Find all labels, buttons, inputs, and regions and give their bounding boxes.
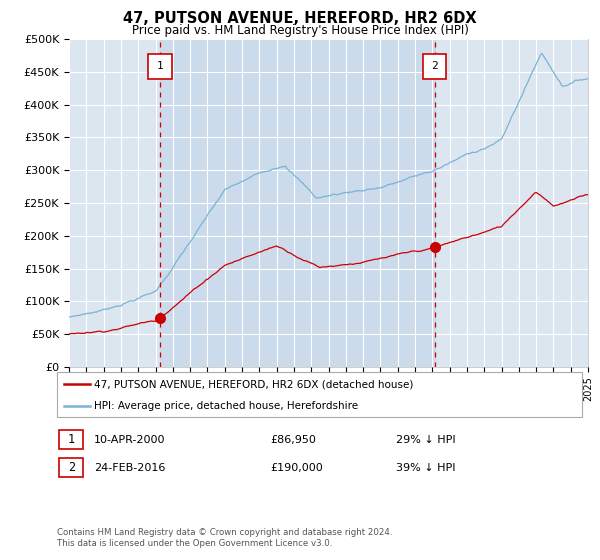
Text: HPI: Average price, detached house, Herefordshire: HPI: Average price, detached house, Here… — [94, 401, 358, 411]
Text: 1: 1 — [157, 61, 164, 71]
Text: Price paid vs. HM Land Registry's House Price Index (HPI): Price paid vs. HM Land Registry's House … — [131, 24, 469, 36]
Text: 47, PUTSON AVENUE, HEREFORD, HR2 6DX: 47, PUTSON AVENUE, HEREFORD, HR2 6DX — [123, 11, 477, 26]
Text: 10-APR-2000: 10-APR-2000 — [94, 435, 166, 445]
FancyBboxPatch shape — [148, 54, 172, 78]
Text: 2: 2 — [431, 61, 438, 71]
Text: Contains HM Land Registry data © Crown copyright and database right 2024.
This d: Contains HM Land Registry data © Crown c… — [57, 528, 392, 548]
Text: 1: 1 — [68, 433, 75, 446]
Text: £190,000: £190,000 — [270, 463, 323, 473]
Text: 39% ↓ HPI: 39% ↓ HPI — [396, 463, 455, 473]
Text: 29% ↓ HPI: 29% ↓ HPI — [396, 435, 455, 445]
Text: £86,950: £86,950 — [270, 435, 316, 445]
Text: 47, PUTSON AVENUE, HEREFORD, HR2 6DX (detached house): 47, PUTSON AVENUE, HEREFORD, HR2 6DX (de… — [94, 380, 413, 390]
FancyBboxPatch shape — [423, 54, 446, 78]
Text: 2: 2 — [68, 461, 75, 474]
Bar — [160, 39, 434, 367]
Text: 24-FEB-2016: 24-FEB-2016 — [94, 463, 166, 473]
